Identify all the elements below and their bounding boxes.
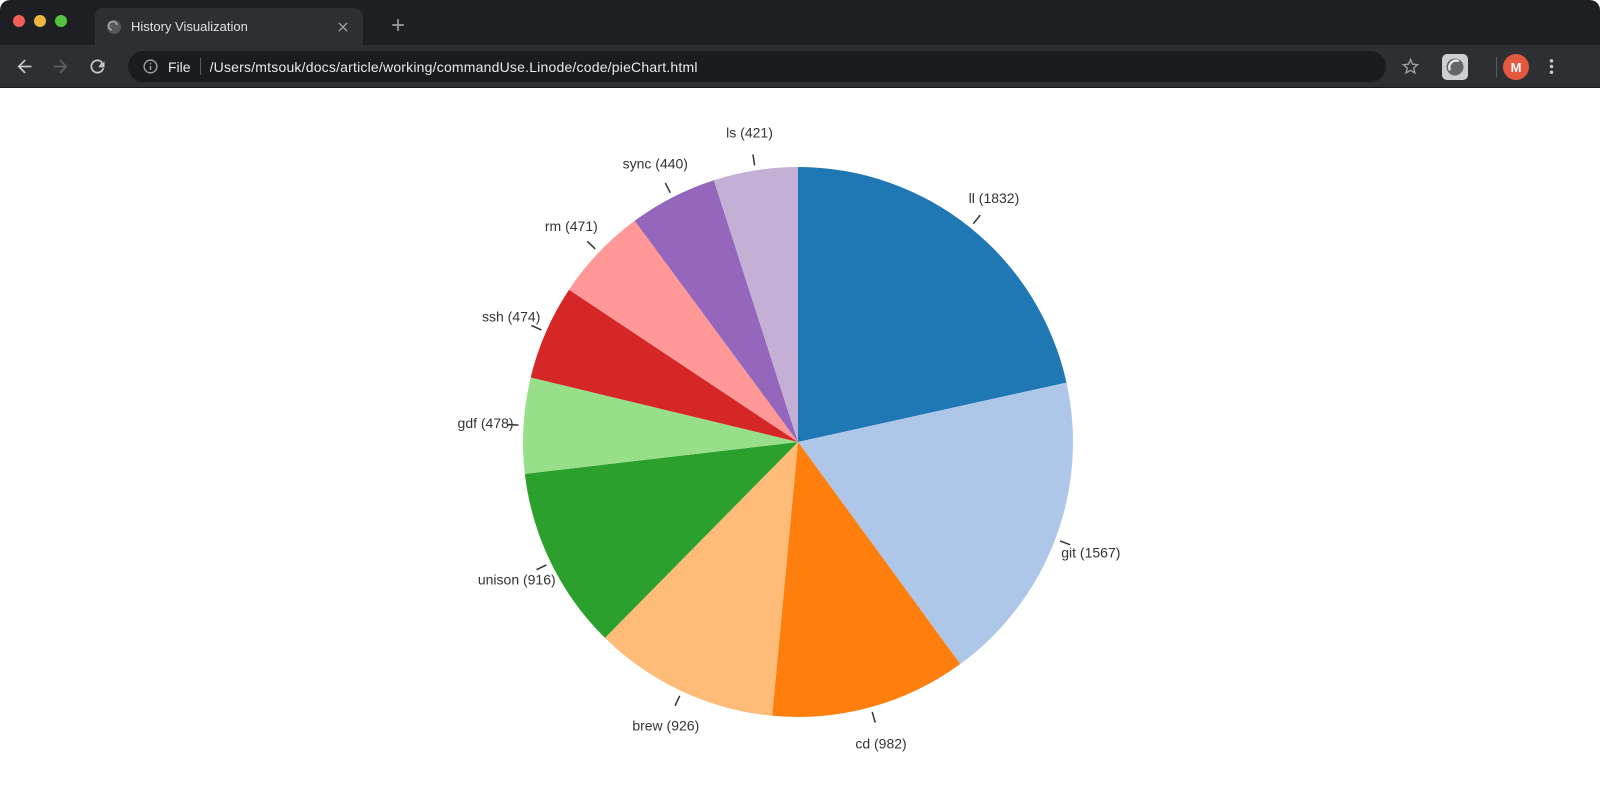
pie-slice-label: unison (916) [478,571,556,587]
scheme-separator [199,58,201,75]
pie-slice-label: rm (471) [545,218,598,234]
bookmark-button[interactable] [1394,50,1426,82]
url-text: /Users/mtsouk/docs/article/working/comma… [209,58,698,75]
pie-slice-rm [569,220,798,442]
pie-slice-ll [798,167,1067,442]
pie-chart-svg: ll (1832) git (1567) cd (982) brew (926) uni… [458,125,1121,752]
forward-button[interactable] [44,50,76,82]
extension-button[interactable] [1441,53,1469,81]
star-outline-icon [1401,57,1419,74]
info-icon[interactable] [142,58,159,75]
browser-tab[interactable]: History Visualization [95,8,363,45]
plus-icon [392,19,404,31]
arrow-forward-icon [53,59,67,73]
tab-close-icon[interactable] [335,19,351,35]
reload-icon [90,59,104,73]
label-leader-tick [871,711,876,723]
browser-menu-button[interactable] [1535,50,1567,82]
pie-slice-label: ssh (474) [482,309,540,325]
pie-slice-label: sync (440) [623,155,688,171]
pie-slice-git [798,382,1074,665]
pie-slice-label: cd (982) [855,736,906,752]
tab-title: History Visualization [131,19,248,34]
profile-avatar[interactable]: M [1503,54,1529,80]
label-leader-tick [1059,540,1071,546]
label-leader-tick [507,423,519,426]
pie-slice-label: brew (926) [632,718,699,734]
arrow-back-icon [17,59,31,73]
url-scheme-label: File [168,58,191,75]
pie-slice-label: ll (1832) [969,190,1020,206]
zoom-window-button[interactable] [55,15,67,27]
pie-slice-unison [524,442,798,638]
back-button[interactable] [8,50,40,82]
label-leader-tick [972,214,981,225]
new-tab-button[interactable] [383,11,413,39]
page-favicon-icon [107,19,121,34]
pie-slice-gdf [522,377,798,474]
titlebar: History Visualization [0,0,1600,45]
label-leader-tick [674,695,681,707]
pie-slice-ls [713,167,798,442]
pie-slice-brew [604,442,798,716]
address-bar[interactable]: File /Users/mtsouk/docs/article/working/… [128,51,1386,82]
label-leader-tick [664,182,671,194]
minimize-window-button[interactable] [34,15,46,27]
more-vert-icon [1549,58,1553,74]
close-window-button[interactable] [13,15,25,27]
page-content: ll (1832) git (1567) cd (982) brew (926) uni… [0,88,1600,792]
label-leader-tick [531,324,542,331]
browser-toolbar: File /Users/mtsouk/docs/article/working/… [0,45,1600,88]
pie-slice-cd [772,442,961,717]
label-leader-tick [536,564,547,571]
extension-icon [1442,54,1468,80]
pie-slice-label: git (1567) [1061,544,1120,560]
pie-slice-ssh [530,289,798,442]
traffic-lights [13,15,67,27]
label-leader-tick [586,240,596,250]
reload-button[interactable] [81,50,113,82]
pie-slice-sync [634,180,798,442]
pie-slice-label: gdf (478) [458,415,514,431]
pie-slice-label: ls (421) [726,125,773,141]
toolbar-separator [1496,57,1497,77]
avatar-initial: M [1510,59,1522,75]
label-leader-tick [752,154,756,166]
